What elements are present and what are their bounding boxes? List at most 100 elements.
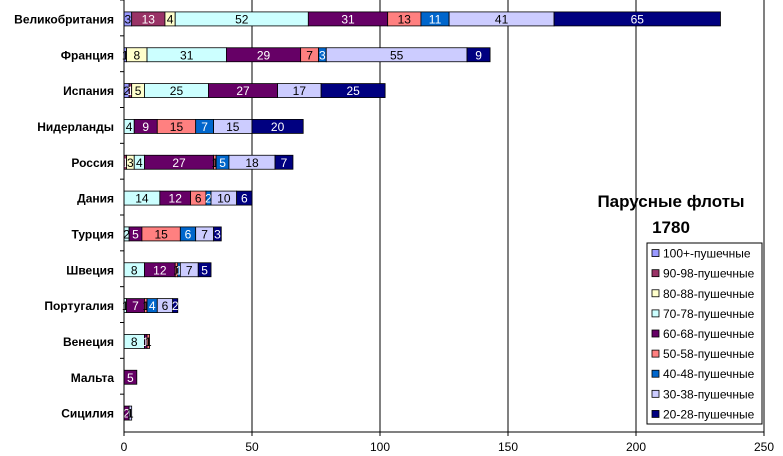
bar-segment <box>466 47 491 63</box>
data-label: 2 <box>172 299 179 313</box>
legend-label: 80-88-пушечные <box>663 287 755 301</box>
category-label: Россия <box>71 156 114 170</box>
category-label: Нидерланды <box>37 120 114 134</box>
legend-swatch <box>651 389 660 398</box>
data-label: 13 <box>398 12 412 26</box>
x-tick-label: 150 <box>498 440 518 454</box>
category-label: Сицилия <box>61 407 114 421</box>
data-label: 3 <box>214 227 221 241</box>
data-label: 5 <box>127 371 134 385</box>
data-label: 18 <box>245 156 259 170</box>
chart-title: Парусные флоты <box>597 192 744 211</box>
data-label: 14 <box>135 192 149 206</box>
data-label: 12 <box>169 192 183 206</box>
data-label: 11 <box>429 12 442 26</box>
data-label: 5 <box>201 263 208 277</box>
bar-segment <box>251 119 304 134</box>
bar-segment <box>172 298 179 313</box>
data-label: 3 <box>127 156 134 170</box>
data-label: 6 <box>241 192 248 206</box>
data-label: 8 <box>133 48 140 62</box>
legend-box <box>646 242 763 425</box>
bar-segment <box>320 83 386 98</box>
legend-label: 40-48-пушечные <box>663 367 755 381</box>
data-label: 1 <box>173 263 180 277</box>
data-label: 1 <box>122 299 129 313</box>
legend-swatch <box>651 369 660 378</box>
data-label: 52 <box>235 12 249 26</box>
bar-segment <box>236 190 253 206</box>
data-label: 1 <box>142 299 149 313</box>
data-label: 1 <box>176 263 183 277</box>
category-label: Великобритания <box>14 12 114 26</box>
legend-swatch <box>651 309 660 318</box>
data-label: 5 <box>219 156 226 170</box>
data-label: 5 <box>135 84 142 98</box>
category-label: Испания <box>63 84 114 98</box>
bar-segment <box>197 262 212 278</box>
category-label: Швеция <box>66 263 114 277</box>
data-label: 13 <box>142 12 156 26</box>
data-label: 65 <box>631 12 645 26</box>
legend-swatch <box>651 269 660 278</box>
data-label: 8 <box>131 263 138 277</box>
category-label: Франция <box>61 48 114 62</box>
bar-segment <box>274 154 294 170</box>
data-label: 5 <box>132 227 139 241</box>
data-label: 12 <box>153 263 167 277</box>
data-label: 1 <box>127 407 134 421</box>
data-label: 9 <box>475 48 482 62</box>
data-label: 1 <box>145 335 152 349</box>
legend-label: 70-78-пушечные <box>663 307 755 321</box>
legend: 100+-пушечные 90-98-пушечные 80-88-пушечны… <box>646 242 763 425</box>
legend-label: 50-58-пушечные <box>663 347 755 361</box>
data-label: 29 <box>257 48 271 62</box>
legend-swatch <box>651 329 660 338</box>
bar-segment <box>213 226 222 242</box>
data-label: 4 <box>126 120 133 134</box>
data-label: 15 <box>170 120 184 134</box>
data-label: 8 <box>131 335 138 349</box>
x-tick-label: 200 <box>626 440 646 454</box>
legend-label: 30-38-пушечные <box>663 387 755 401</box>
data-label: 4 <box>167 12 174 26</box>
data-label: 6 <box>162 299 169 313</box>
bar-segment <box>146 334 150 349</box>
data-label: 27 <box>172 156 186 170</box>
category-label: Португалия <box>44 299 114 313</box>
data-label: 25 <box>346 84 360 98</box>
chart-subtitle: 1780 <box>652 218 690 237</box>
data-label: 17 <box>293 84 307 98</box>
data-label: 41 <box>495 12 509 26</box>
data-label: 7 <box>186 263 193 277</box>
data-label: 4 <box>149 299 156 313</box>
data-label: 1 <box>122 156 129 170</box>
data-label: 2 <box>123 84 130 98</box>
data-label: 7 <box>201 227 208 241</box>
legend-label: 100+-пушечные <box>663 247 751 261</box>
data-label: 3 <box>319 48 326 62</box>
legend-swatch <box>651 289 660 298</box>
data-label: 10 <box>217 192 231 206</box>
data-label: 2 <box>205 192 212 206</box>
legend-swatch <box>651 249 660 257</box>
data-label: 15 <box>154 227 168 241</box>
category-label: Мальта <box>71 371 115 385</box>
data-label: 7 <box>281 156 288 170</box>
data-label: 2 <box>123 227 130 241</box>
data-label: 25 <box>170 84 184 98</box>
data-label: 27 <box>236 84 250 98</box>
data-label: 1 <box>142 335 149 349</box>
data-label: 55 <box>390 48 404 62</box>
bar-segment <box>553 11 721 27</box>
x-tick-label: 100 <box>370 440 390 454</box>
data-label: 15 <box>226 120 240 134</box>
data-label: 4 <box>136 156 143 170</box>
data-label: 7 <box>201 120 208 134</box>
legend-swatch <box>651 349 660 358</box>
data-label: 1 <box>122 48 129 62</box>
legend-label: 20-28-пушечные <box>663 407 755 421</box>
category-label: Венеция <box>63 335 114 349</box>
